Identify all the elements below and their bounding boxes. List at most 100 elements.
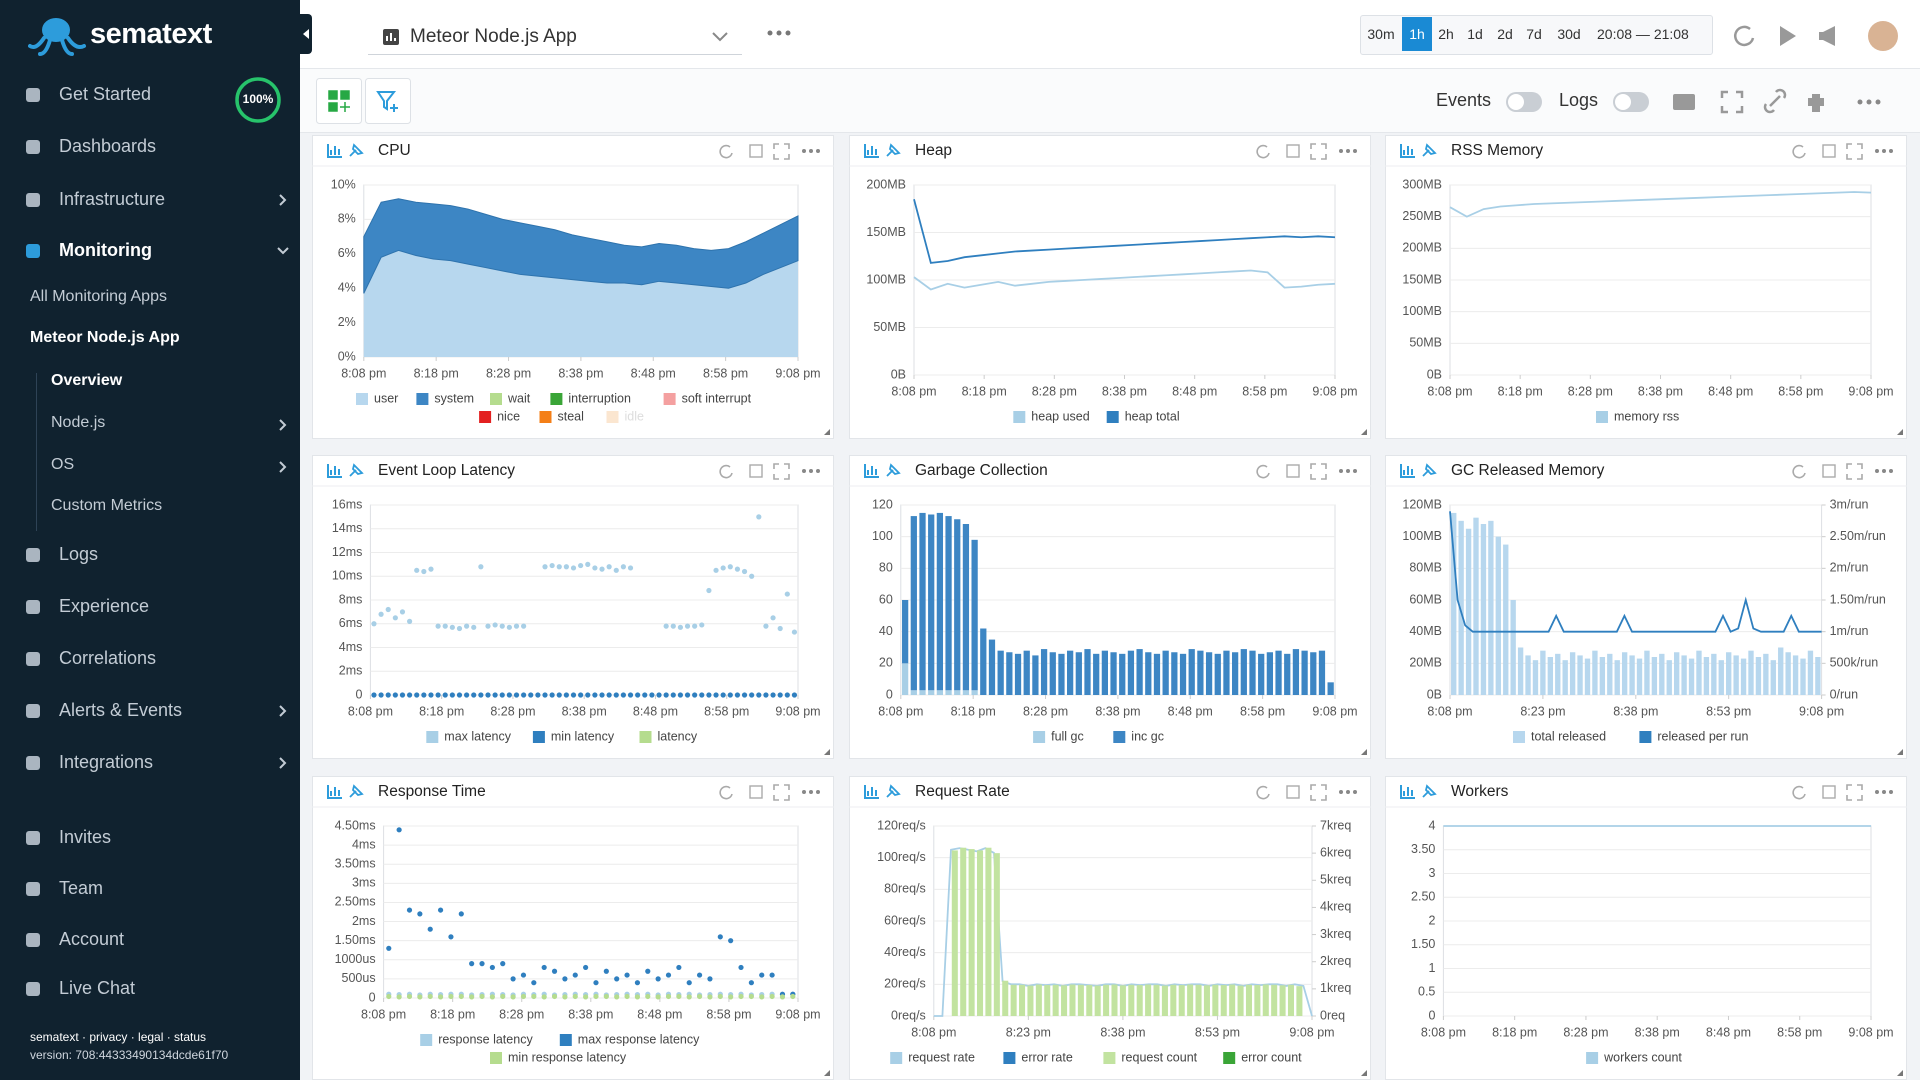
legend-label[interactable]: heap used <box>1031 409 1089 423</box>
announce-icon[interactable] <box>1819 26 1835 46</box>
nav-item[interactable]: Dashboards <box>59 136 157 156</box>
chart-icon[interactable] <box>864 464 879 478</box>
pin-icon[interactable] <box>349 463 364 477</box>
logo-text[interactable]: sematext <box>90 18 212 50</box>
expand-icon[interactable] <box>1846 784 1863 801</box>
nav-chevron[interactable] <box>276 418 290 432</box>
nav-chevron[interactable] <box>276 193 290 207</box>
refresh-icon[interactable] <box>1792 785 1806 800</box>
avatar[interactable] <box>1868 21 1898 51</box>
legend-label[interactable]: wait <box>507 391 531 405</box>
more-menu[interactable] <box>766 26 792 40</box>
menu-dot[interactable] <box>1339 469 1343 473</box>
link-icon[interactable] <box>1763 88 1787 114</box>
legend-label[interactable]: workers count <box>1603 1050 1682 1064</box>
menu-dot[interactable] <box>1889 790 1893 794</box>
legend-label[interactable]: idle <box>625 409 645 423</box>
legend-label[interactable]: steal <box>558 409 584 423</box>
legend-label[interactable]: heap total <box>1125 409 1180 423</box>
mail-icon[interactable] <box>1673 94 1695 110</box>
range-button[interactable]: 30d <box>1557 26 1581 42</box>
menu-dot[interactable] <box>1346 469 1350 473</box>
menu-dot[interactable] <box>1875 149 1879 153</box>
nav-item[interactable]: Live Chat <box>59 978 136 998</box>
range-button[interactable]: 1d <box>1467 26 1483 42</box>
nav-chevron[interactable] <box>276 244 290 258</box>
chart-icon[interactable] <box>1400 464 1415 478</box>
legend-label[interactable]: error rate <box>1021 1050 1072 1064</box>
legend-label[interactable]: system <box>434 391 474 405</box>
legend-label[interactable]: released per run <box>1657 729 1748 743</box>
nav-item[interactable]: Correlations <box>59 648 157 668</box>
range-button[interactable]: 1h <box>1402 17 1432 51</box>
pin-icon[interactable] <box>886 143 901 157</box>
minimize-icon[interactable] <box>1286 785 1300 799</box>
chart-icon[interactable] <box>1400 144 1415 158</box>
minimize-icon[interactable] <box>1822 464 1836 478</box>
refresh-icon[interactable] <box>1256 144 1270 159</box>
nav-item[interactable]: Get Started <box>59 84 152 104</box>
pin-icon[interactable] <box>1422 784 1437 798</box>
legend-label[interactable]: error count <box>1241 1050 1302 1064</box>
menu-dot[interactable] <box>816 469 820 473</box>
menu-dot[interactable] <box>802 790 806 794</box>
minimize-icon[interactable] <box>1286 464 1300 478</box>
nav-item[interactable]: Node.js <box>51 414 106 431</box>
nav-chevron[interactable] <box>276 460 290 474</box>
legend-label[interactable]: total released <box>1531 729 1606 743</box>
play-icon[interactable] <box>1780 26 1796 46</box>
nav-item[interactable]: Monitoring <box>59 240 152 260</box>
pin-icon[interactable] <box>349 143 364 157</box>
menu-dot[interactable] <box>816 790 820 794</box>
menu-dot[interactable] <box>1339 790 1343 794</box>
pin-icon[interactable] <box>1422 463 1437 477</box>
plugin-icon[interactable] <box>1808 94 1824 112</box>
menu-dot[interactable] <box>809 149 813 153</box>
menu-dot[interactable] <box>1875 790 1879 794</box>
nav-item[interactable]: Invites <box>59 827 112 847</box>
legend-label[interactable]: interruption <box>568 391 631 405</box>
minimize-icon[interactable] <box>1822 144 1836 158</box>
nav-item[interactable]: Logs <box>59 544 99 564</box>
expand-icon[interactable] <box>773 463 790 480</box>
refresh-icon[interactable] <box>719 144 733 159</box>
chart-icon[interactable] <box>327 144 342 158</box>
range-button[interactable]: 2d <box>1497 26 1513 42</box>
pin-icon[interactable] <box>886 784 901 798</box>
menu-dot[interactable] <box>809 790 813 794</box>
refresh-icon[interactable] <box>1792 464 1806 479</box>
pin-icon[interactable] <box>1422 143 1437 157</box>
nav-item[interactable]: Account <box>59 929 125 949</box>
refresh-icon[interactable] <box>1734 25 1755 47</box>
legend-label[interactable]: request count <box>1121 1050 1197 1064</box>
nav-item[interactable]: Infrastructure <box>59 189 166 209</box>
menu-dot[interactable] <box>809 469 813 473</box>
nav-item[interactable]: Alerts & Events <box>59 700 183 720</box>
refresh-icon[interactable] <box>719 464 733 479</box>
legend-label[interactable]: request rate <box>908 1050 975 1064</box>
chart-icon[interactable] <box>864 144 879 158</box>
expand-icon[interactable] <box>1846 143 1863 160</box>
expand-icon[interactable] <box>1310 143 1327 160</box>
range-button[interactable]: 2h <box>1438 26 1454 42</box>
chart-icon[interactable] <box>327 785 342 799</box>
legend-label[interactable]: full gc <box>1051 729 1084 743</box>
fullscreen-icon[interactable] <box>1720 90 1744 114</box>
minimize-icon[interactable] <box>1286 144 1300 158</box>
nav-item[interactable]: Team <box>59 878 104 898</box>
footer-links[interactable]: sematext · privacy · legal · status <box>30 1030 207 1044</box>
menu-dot[interactable] <box>1889 149 1893 153</box>
menu-dot[interactable] <box>802 469 806 473</box>
dot[interactable] <box>1857 99 1863 105</box>
expand-icon[interactable] <box>773 784 790 801</box>
legend-label[interactable]: min response latency <box>508 1050 627 1064</box>
menu-dot[interactable] <box>816 149 820 153</box>
app-selector[interactable]: Meteor Node.js App <box>410 26 577 47</box>
expand-icon[interactable] <box>1310 463 1327 480</box>
expand-icon[interactable] <box>1310 784 1327 801</box>
chart-icon[interactable] <box>864 785 879 799</box>
legend-label[interactable]: max response latency <box>578 1032 700 1046</box>
range-button[interactable]: 7d <box>1526 26 1542 42</box>
legend-label[interactable]: max latency <box>444 729 511 743</box>
range-button[interactable]: 30m <box>1367 26 1395 42</box>
